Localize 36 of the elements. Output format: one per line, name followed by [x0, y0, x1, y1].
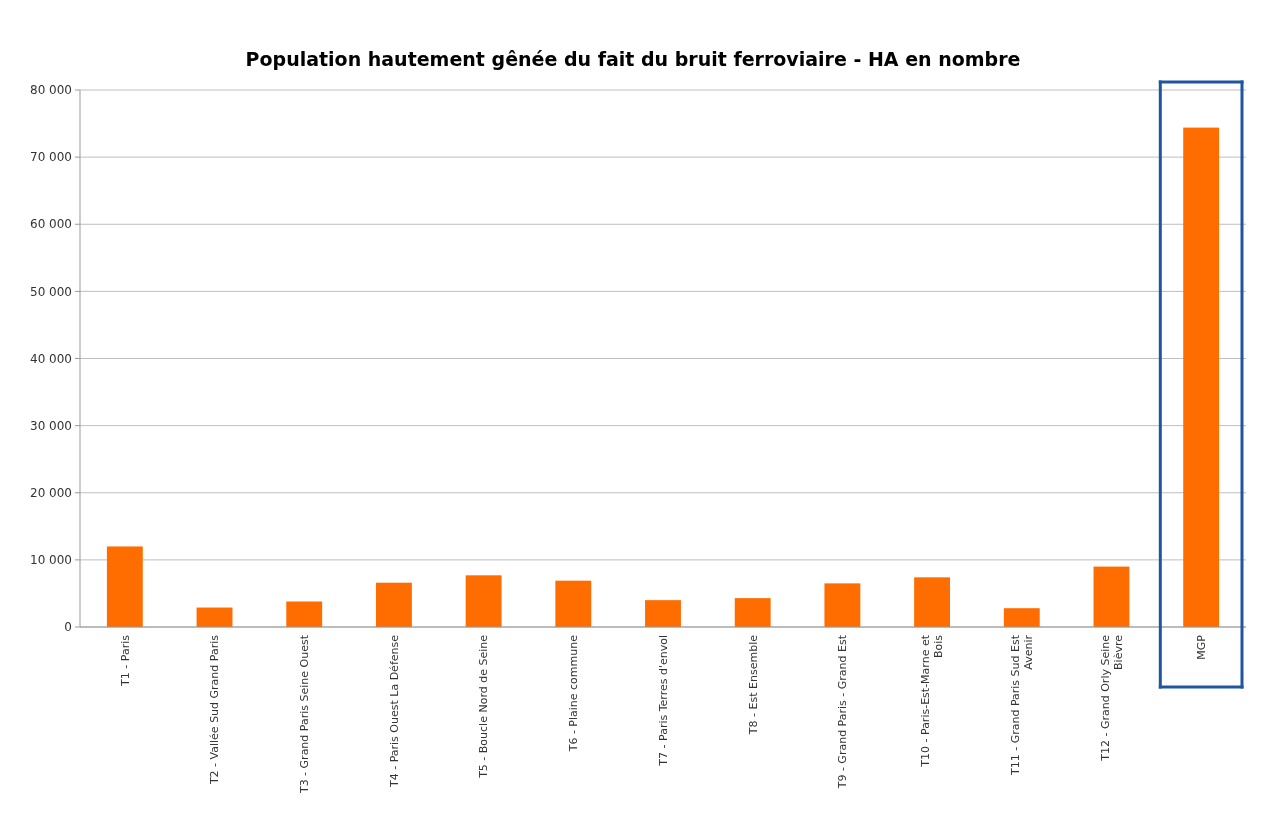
x-tick-label: T6 - Plaine commune	[567, 634, 581, 753]
y-tick-label: 50 000	[30, 284, 72, 299]
bar	[914, 577, 951, 627]
bar	[106, 546, 143, 627]
bar	[1003, 608, 1040, 627]
bar	[375, 582, 412, 627]
chart-title: Population hautement gênée du fait du bruit ferroviaire - HA en nombre	[245, 48, 1021, 70]
bar	[196, 607, 233, 627]
bar	[1183, 127, 1220, 627]
x-tick-label: T3 - Grand Paris Seine Ouest	[298, 634, 312, 795]
x-tick-label: T8 - Est Ensemble	[746, 634, 760, 736]
bar	[734, 598, 771, 627]
y-tick-label: 70 000	[30, 150, 72, 165]
x-tick-label: T2 - Vallée Sud Grand Paris	[208, 634, 222, 786]
x-tick-label: T4 - Paris Ouest La Défense	[387, 634, 401, 789]
x-tick-label: T7 - Paris Terres d'envol	[656, 635, 670, 767]
y-tick-label: 60 000	[30, 217, 72, 232]
y-tick-label: 40 000	[30, 351, 72, 366]
y-tick-label: 0	[64, 620, 72, 635]
bar	[1093, 566, 1130, 627]
bar	[286, 601, 323, 627]
x-tick-label: T12 - Grand Orly Seine Bièvre	[1098, 634, 1125, 762]
bar	[824, 583, 861, 627]
x-tick-label: T5 - Boucle Nord de Seine	[477, 634, 491, 779]
bar	[465, 575, 502, 627]
bar	[555, 580, 592, 627]
x-tick-label: T10 - Paris-Est-Marne et Bois	[919, 634, 946, 768]
y-tick-label: 20 000	[30, 485, 72, 500]
bar	[645, 600, 681, 627]
y-tick-label: 80 000	[30, 83, 72, 98]
x-tick-label: T1 - Paris	[118, 634, 132, 687]
x-tick-label: T11 - Grand Paris Sud Est Avenir	[1009, 634, 1036, 777]
y-tick-label: 30 000	[30, 418, 72, 433]
y-tick-label: 10 000	[30, 553, 72, 568]
x-tick-label: T9 - Grand Paris - Grand Est	[836, 634, 850, 790]
x-tick-label: MGP	[1195, 634, 1208, 660]
